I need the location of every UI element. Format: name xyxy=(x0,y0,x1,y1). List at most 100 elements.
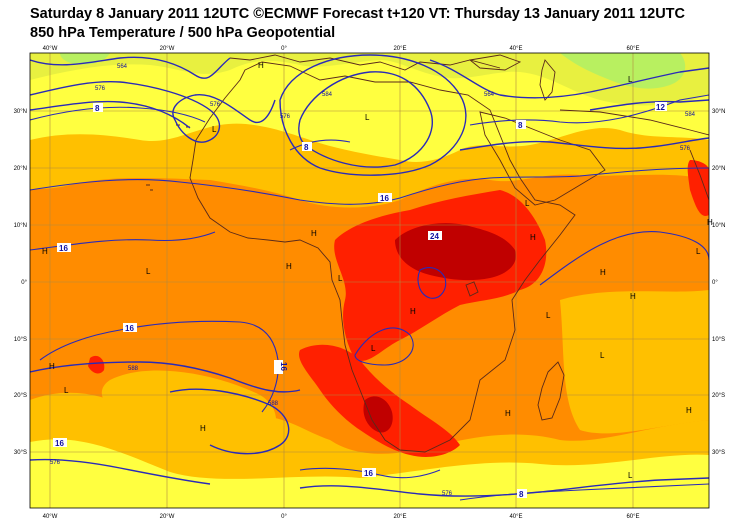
pressure-centre-label: L xyxy=(546,311,551,320)
contour-label-temp: 12 xyxy=(656,103,665,112)
lat-tick-label: 20°S xyxy=(14,393,27,399)
pressure-centre-label: H xyxy=(505,409,511,418)
temp-contour-16-center xyxy=(354,327,414,366)
contour-label-temp: 8 xyxy=(95,104,100,113)
temp-band-20-24-east xyxy=(687,160,709,216)
arabia-coastline xyxy=(479,111,606,206)
geo-contour-576-sw xyxy=(30,458,211,485)
contour-label-temp: 16 xyxy=(59,244,68,253)
pressure-centre-label: H xyxy=(686,406,692,415)
pressure-centre-label: L xyxy=(696,247,701,256)
latitude-ticks: 30°N 20°N 10°N 0° 10°S 20°S 30°S 30°N 20… xyxy=(14,109,726,456)
iran-coastline xyxy=(559,109,709,136)
pressure-centre-label: L xyxy=(365,113,370,122)
temp-contour-8-north xyxy=(30,106,206,123)
lat-tick-label-right: 10°N xyxy=(712,223,725,229)
pressure-centre-label: L xyxy=(628,471,633,480)
lat-tick-label-right: 10°S xyxy=(712,337,725,343)
contour-label-box xyxy=(428,231,442,240)
temp-band-above-24 xyxy=(395,223,516,281)
cape-verde xyxy=(146,184,153,191)
geo-contour-576-south xyxy=(299,477,709,497)
pressure-centre-label: L xyxy=(64,386,69,395)
contour-label-geopotential: 584 xyxy=(685,112,696,118)
lat-tick-label: 0° xyxy=(21,280,27,286)
contour-label-temp: 16 xyxy=(364,469,373,478)
lat-tick-label: 10°N xyxy=(14,223,27,229)
temp-band-8-12-south xyxy=(30,437,709,508)
lon-tick-label: 20°E xyxy=(393,46,406,52)
pressure-centre-label: L xyxy=(628,75,633,84)
contour-label-box xyxy=(516,120,526,129)
lon-tick-label-bottom: 20°W xyxy=(160,514,175,520)
lat-tick-label: 30°S xyxy=(14,450,27,456)
contour-label-temp: 8 xyxy=(519,490,524,499)
lake-victoria-coastline xyxy=(465,281,479,297)
map-subtitle: 850 hPa Temperature / 500 hPa Geopotenti… xyxy=(30,25,336,41)
contour-label-box xyxy=(517,489,527,498)
map-field xyxy=(30,53,709,508)
contour-label-box xyxy=(655,102,667,111)
geo-contour-564-nw xyxy=(30,56,231,79)
geo-contour-564-east xyxy=(429,59,709,99)
pressure-centre-label: H xyxy=(707,218,713,227)
contour-label-geopotential: 588 xyxy=(268,401,279,407)
contour-label-box xyxy=(53,438,67,447)
lon-tick-label-bottom: 40°W xyxy=(43,514,58,520)
contour-label-temp: 16 xyxy=(125,324,134,333)
lon-tick-label-bottom: 40°E xyxy=(509,514,522,520)
pressure-centre-label: H xyxy=(42,247,48,256)
contour-label-geopotential: 584 xyxy=(322,92,333,98)
contour-label-box xyxy=(274,360,283,374)
contour-label-box xyxy=(123,323,137,332)
pressure-centre-label: L xyxy=(600,351,605,360)
temp-contour-16-se xyxy=(417,267,447,299)
caspian-coastline xyxy=(539,59,556,101)
lon-tick-label-bottom: 0° xyxy=(281,514,287,520)
contour-label-box xyxy=(93,103,103,112)
contour-label-temp: 8 xyxy=(518,121,523,130)
map-frame xyxy=(29,52,710,509)
lat-tick-label: 20°N xyxy=(14,166,27,172)
contour-label-geopotential: 576 xyxy=(680,146,691,152)
pressure-centre-label: H xyxy=(200,424,206,433)
pressure-centre-label: H xyxy=(311,229,317,238)
pressure-centre-label: H xyxy=(258,61,264,70)
lon-tick-label: 20°W xyxy=(160,46,175,52)
black-sea-coastline xyxy=(468,54,522,71)
lon-tick-label: 0° xyxy=(281,46,287,52)
pressure-centre-label: H xyxy=(530,233,536,242)
madagascar-coastline xyxy=(537,361,565,421)
lat-tick-label-right: 30°N xyxy=(712,109,725,115)
contour-label-geopotential: 576 xyxy=(210,102,221,108)
contour-labels: 8 8 8 8 12 16 16 16 16 16 16 24 564 576 … xyxy=(50,64,696,499)
contour-label-temp: 16 xyxy=(279,362,288,371)
geo-contour-588 xyxy=(30,361,301,393)
pressure-centre-label: H xyxy=(49,362,55,371)
temp-contour-16-east xyxy=(539,231,709,286)
africa-coastline xyxy=(189,61,576,453)
contour-label-geopotential: 576 xyxy=(50,460,61,466)
map-title: Saturday 8 January 2011 12UTC ©ECMWF For… xyxy=(30,6,686,22)
lat-tick-label-right: 30°S xyxy=(712,450,725,456)
geo-contour-588-south xyxy=(169,388,290,455)
contour-label-box xyxy=(378,193,392,202)
temp-band-12-16-south xyxy=(30,392,709,479)
contour-label-geopotential: 576 xyxy=(442,491,453,497)
contour-label-box xyxy=(302,142,312,151)
pressure-centre-label: H xyxy=(630,292,636,301)
lat-tick-label-right: 20°N xyxy=(712,166,725,172)
europe-coastline xyxy=(229,54,501,71)
temp-band-4-8-north xyxy=(30,53,709,106)
temp-contour-8-south xyxy=(459,483,709,501)
geo-contour-576-center xyxy=(279,54,467,176)
lon-tick-label: 40°W xyxy=(43,46,58,52)
pressure-centre-label: L xyxy=(371,344,376,353)
lon-tick-label-bottom: 20°E xyxy=(393,514,406,520)
lon-tick-label: 40°E xyxy=(509,46,522,52)
pressure-centre-label: H xyxy=(600,268,606,277)
contour-label-geopotential: 576 xyxy=(95,86,106,92)
contour-label-geopotential: 588 xyxy=(128,366,139,372)
pressure-centre-label: L xyxy=(212,125,217,134)
